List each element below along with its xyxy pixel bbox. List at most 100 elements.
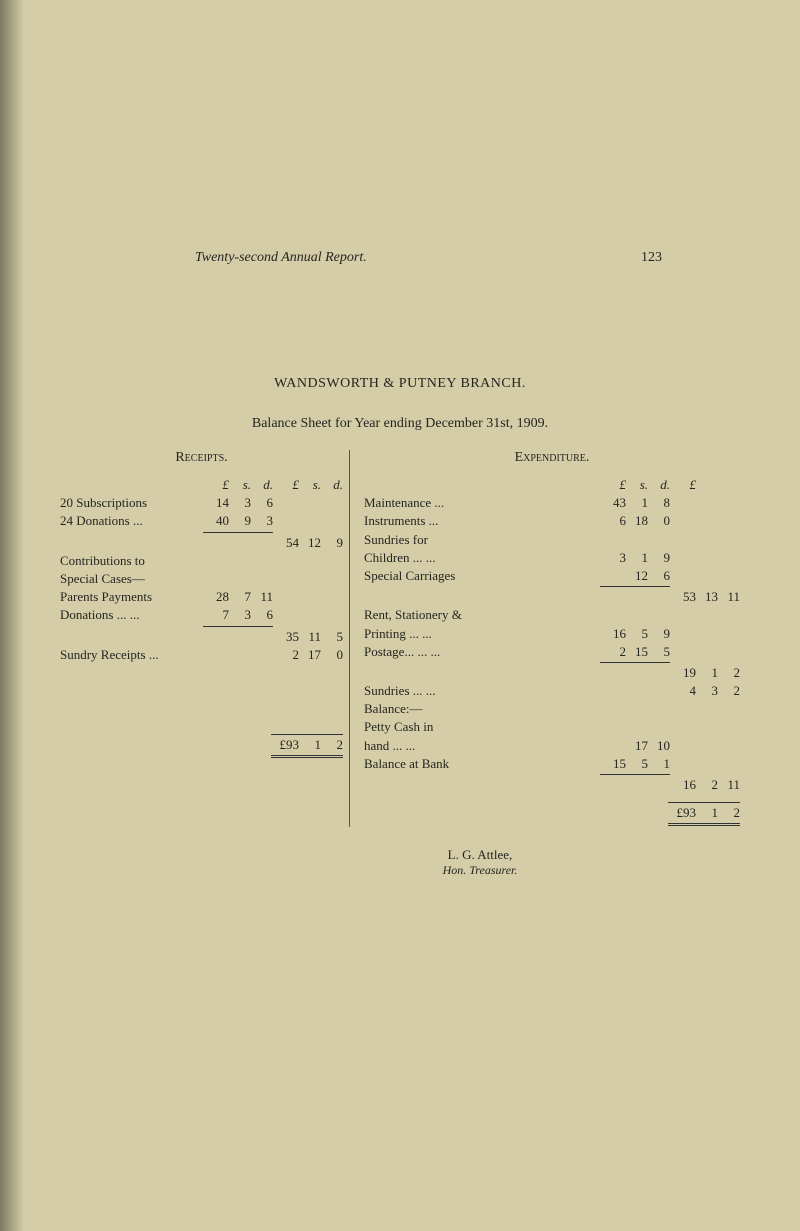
table-row: Petty Cash in: [364, 718, 740, 736]
amount-s: 18: [626, 512, 648, 530]
section-label: Special Cases—: [60, 570, 343, 588]
currency-s1: s.: [626, 476, 648, 494]
amount-l: 54: [273, 534, 299, 552]
amount-s: 1: [299, 736, 321, 754]
row-label: Donations ... ...: [60, 606, 203, 624]
amount-d: 6: [648, 567, 670, 585]
row-label: Balance at Bank: [364, 755, 600, 773]
table-row: Sundries ... ... 4 3 2: [364, 682, 740, 700]
expenditure-column: Expenditure. £ s. d. £ Maintenance ... 4…: [350, 450, 740, 827]
amount-d: 10: [648, 737, 670, 755]
currency-l2: £: [670, 476, 696, 494]
running-header: Twenty-second Annual Report. 123: [60, 250, 740, 266]
row-label: 24 Donations ...: [60, 512, 203, 530]
amount-d: 0: [321, 646, 343, 664]
table-row: Postage... ... ... 2 15 5: [364, 643, 740, 661]
subtotal-rule: [600, 586, 670, 587]
amount-d: 2: [718, 664, 740, 682]
currency-d2: d.: [321, 476, 343, 494]
amount-s: 15: [626, 643, 648, 661]
subtotal-row: 19 1 2: [364, 664, 740, 682]
subtotal-row: 54 12 9: [60, 534, 343, 552]
amount-l: 16: [600, 625, 626, 643]
amount-l: 7: [203, 606, 229, 624]
subtotal-rule: [600, 774, 670, 775]
amount-l: 40: [203, 512, 229, 530]
amount-s: 2: [696, 776, 718, 794]
currency-d1: d.: [251, 476, 273, 494]
amount-d: 6: [251, 606, 273, 624]
amount-s: 11: [299, 628, 321, 646]
amount-d: 11: [718, 588, 740, 606]
amount-d: 9: [648, 549, 670, 567]
row-label: hand ... ...: [364, 737, 600, 755]
amount-s: 1: [626, 549, 648, 567]
subtotal-rule: [203, 532, 273, 533]
amount-s: 1: [696, 804, 718, 822]
table-row: Instruments ... 6 18 0: [364, 512, 740, 530]
amount-s: 9: [229, 512, 251, 530]
amount-s: 12: [626, 567, 648, 585]
amount-d: 3: [251, 512, 273, 530]
currency-s2: s.: [299, 476, 321, 494]
row-label: Sundries for: [364, 531, 740, 549]
amount-total-l: £93: [273, 736, 299, 754]
amount-s: 5: [626, 755, 648, 773]
amount-d: 2: [718, 682, 740, 700]
row-label: Balance:—: [364, 700, 740, 718]
amount-s: 7: [229, 588, 251, 606]
table-row: 20 Subscriptions 14 3 6: [60, 494, 343, 512]
amount-d: 11: [251, 588, 273, 606]
amount-d: 1: [648, 755, 670, 773]
amount-l: 15: [600, 755, 626, 773]
currency-header-row: £ s. d. £ s. d.: [60, 476, 343, 494]
running-title: Twenty-second Annual Report.: [195, 250, 367, 266]
amount-s: 17: [626, 737, 648, 755]
table-row: Special Carriages 12 6: [364, 567, 740, 585]
subtitle: Balance Sheet for Year ending December 3…: [60, 416, 740, 432]
signature-block: L. G. Attlee, Hon. Treasurer.: [60, 847, 740, 878]
page-shadow: [0, 0, 24, 1231]
page-content: Twenty-second Annual Report. 123 WANDSWO…: [60, 250, 740, 878]
total-double-rule: [271, 755, 343, 758]
currency-l2: £: [273, 476, 299, 494]
page-number: 123: [641, 250, 662, 266]
section-label: Contributions to: [60, 552, 343, 570]
currency-l1: £: [600, 476, 626, 494]
amount-l: 16: [670, 776, 696, 794]
receipts-heading: Receipts.: [60, 450, 343, 466]
section-label: Sundries for: [364, 531, 740, 549]
amount-s: 1: [626, 494, 648, 512]
total-rule: [271, 734, 343, 735]
currency-d1: d.: [648, 476, 670, 494]
table-row: Balance at Bank 15 5 1: [364, 755, 740, 773]
amount-d: 9: [648, 625, 670, 643]
row-label: Sundry Receipts ...: [60, 646, 203, 664]
section-label: Balance:—: [364, 700, 740, 718]
amount-d: 11: [718, 776, 740, 794]
section-label: Rent, Stationery &: [364, 606, 740, 624]
row-label: Printing ... ...: [364, 625, 600, 643]
currency-header-row: £ s. d. £: [364, 476, 740, 494]
amount-total-l: £93: [670, 804, 696, 822]
amount-l: 2: [273, 646, 299, 664]
total-section: £93 1 2: [364, 802, 740, 826]
expenditure-heading: Expenditure.: [364, 450, 740, 466]
amount-l: 35: [273, 628, 299, 646]
subtotal-row: 35 11 5: [60, 628, 343, 646]
table-row: Donations ... ... 7 3 6: [60, 606, 343, 624]
total-row: £93 1 2: [364, 804, 740, 822]
table-row: Sundry Receipts ... 2 17 0: [60, 646, 343, 664]
row-label: Sundries ... ...: [364, 682, 600, 700]
amount-s: 3: [696, 682, 718, 700]
amount-l: 43: [600, 494, 626, 512]
currency-l1: £: [203, 476, 229, 494]
amount-s: 5: [626, 625, 648, 643]
amount-l: 6: [600, 512, 626, 530]
main-title: WANDSWORTH & PUTNEY BRANCH.: [60, 376, 740, 392]
row-label: Rent, Stationery &: [364, 606, 740, 624]
row-label: Parents Payments: [60, 588, 203, 606]
row-label: Maintenance ...: [364, 494, 600, 512]
table-row: Parents Payments 28 7 11: [60, 588, 343, 606]
balance-sheet-columns: Receipts. £ s. d. £ s. d. 20 Subscriptio…: [60, 450, 740, 827]
